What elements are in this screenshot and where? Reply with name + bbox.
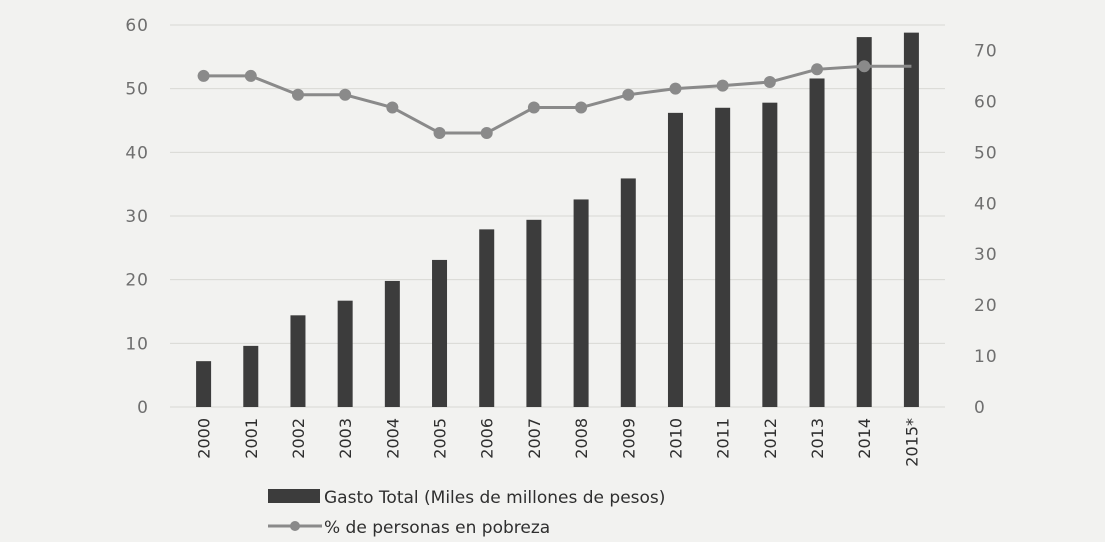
legend: Gasto Total (Miles de millones de pesos)… [268,488,665,538]
line-point [622,88,635,101]
line-point [858,60,871,73]
x-axis-tick-label: 2002 [289,418,308,459]
bar [432,259,448,407]
x-axis-tick-label: 2013 [808,418,827,459]
right-axis-tick-label: 60 [974,92,998,112]
bar [762,102,778,407]
legend-line-label: % de personas en pobreza [324,518,550,538]
line-point [527,101,540,114]
line-point [480,126,493,139]
bar-series [196,32,919,408]
line-series [197,60,912,139]
left-axis-tick-label: 20 [125,271,149,291]
x-axis-tick-label: 2000 [195,418,214,459]
grid-lines [170,24,945,408]
left-axis-tick-label: 50 [125,80,149,100]
left-axis-tick-label: 40 [125,143,149,163]
line-point [763,76,776,89]
left-axis-tick-label: 0 [137,398,149,418]
right-axis-tick-label: 0 [974,398,986,418]
line-point [386,101,399,114]
left-axis-tick-label: 60 [125,16,149,36]
x-axis-tick-label: 2014 [855,418,874,459]
x-axis-tick-label: 2004 [383,418,402,459]
right-axis-tick-label: 40 [974,194,998,214]
bar [715,107,731,408]
right-axis-tick-label: 20 [974,296,998,316]
line-point [244,69,257,82]
legend-line-marker [290,521,300,531]
line-point [669,82,682,95]
legend-bar-label: Gasto Total (Miles de millones de pesos) [324,488,665,508]
bar [526,219,542,407]
bar [620,178,636,407]
x-axis: 2000 2001 2002 2003 2004 2005 2006 2007 2008 2009… [195,418,922,467]
line-point [575,101,588,114]
x-axis-tick-label: 2005 [431,418,450,459]
line-point [291,88,304,101]
bar [290,315,306,407]
right-axis-tick-label: 30 [974,245,998,265]
x-axis-tick-label: 2012 [761,418,780,459]
bar [809,78,825,407]
left-y-axis: 0 10 20 30 40 50 60 [125,16,149,418]
line-point [197,69,210,82]
right-axis-tick-label: 50 [974,143,998,163]
bar [243,345,259,407]
bar [573,199,589,407]
x-axis-tick-label: 2008 [572,418,591,459]
left-axis-tick-label: 30 [125,207,149,227]
bar [667,112,683,408]
right-axis-tick-label: 10 [974,347,998,367]
line-point [716,79,729,92]
x-axis-tick-label: 2007 [525,418,544,459]
x-axis-tick-label: 2015* [902,418,921,467]
bar [903,32,919,407]
bar [856,37,872,407]
x-axis-tick-label: 2003 [336,418,355,459]
line-point [339,88,352,101]
right-axis-tick-label: 70 [974,41,998,61]
bar [479,229,495,407]
line-point [433,126,446,139]
x-axis-tick-label: 2010 [666,418,685,459]
legend-bar-swatch [268,489,320,503]
x-axis-tick-label: 2006 [478,418,497,459]
bar [337,300,353,407]
left-axis-tick-label: 10 [125,334,149,354]
x-axis-tick-label: 2009 [619,418,638,459]
right-y-axis: 0 10 20 30 40 50 60 70 [974,41,998,418]
x-axis-tick-label: 2001 [242,418,261,459]
poverty-line [203,64,912,135]
x-axis-tick-label: 2011 [714,418,733,459]
bar [196,361,212,407]
line-point [811,63,824,76]
bar [384,280,400,407]
